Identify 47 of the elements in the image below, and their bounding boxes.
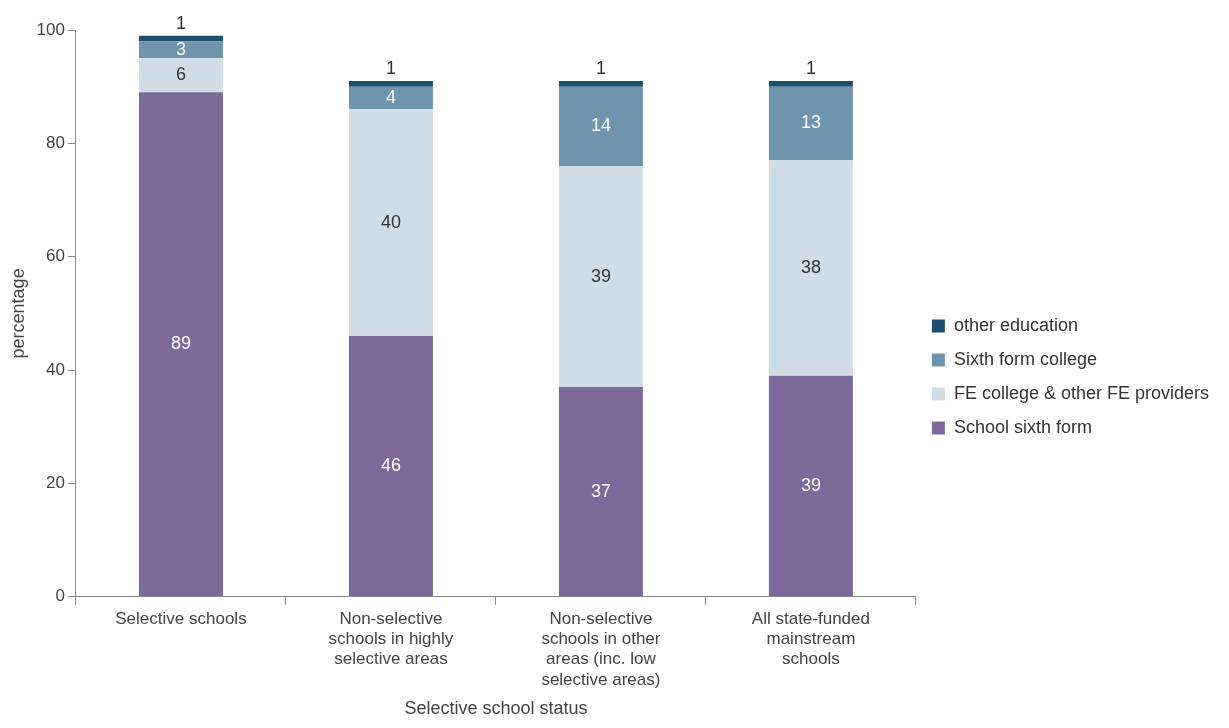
data-label: 46 [380,455,401,476]
data-label: 89 [170,333,191,354]
y-tick-label: 100 [36,19,65,39]
y-axis-title: percentage [7,268,28,359]
data-label: 39 [590,265,611,286]
bar [558,166,643,388]
bar [348,81,433,87]
legend-label: Sixth form college [953,348,1097,369]
y-tick-label: 20 [46,473,65,493]
x-axis-title: Selective school status [404,698,588,719]
data-label: 1 [595,57,606,78]
data-label: 13 [800,112,821,133]
data-label: 1 [805,57,816,78]
legend-label: other education [953,314,1078,335]
data-label: 4 [385,86,396,107]
data-label: 14 [590,115,611,136]
data-label: 40 [380,211,401,232]
bar [138,41,223,59]
data-label: 37 [590,480,611,501]
data-label: 6 [175,64,186,85]
bar [768,86,853,161]
data-label: 39 [800,474,821,495]
bar [348,336,433,597]
data-label: 1 [385,57,396,78]
y-tick-label: 40 [46,359,65,379]
x-tick-label: Non-selective schools in other areas (inc. low selective areas) [541,608,661,689]
bar [138,92,223,597]
legend-label: FE college & other FE providers [953,382,1210,403]
bar [768,375,853,597]
bar [768,81,853,87]
bar [558,86,643,167]
y-tick-label: 0 [55,586,65,606]
data-label: 1 [175,12,186,33]
legend-label: School sixth form [953,416,1092,437]
y-tick-label: 60 [46,246,65,266]
data-label: 38 [800,257,821,278]
x-tick-label: Non-selective schools in highly selective areas [328,608,454,669]
data-label: 3 [175,38,186,59]
bar [768,160,853,376]
x-tick-label: Selective schools [115,608,247,628]
y-tick-label: 80 [46,133,65,153]
x-tick-label: All state-funded mainstream schools [751,608,870,669]
bar [558,387,643,597]
bar [348,109,433,337]
bar [138,58,223,93]
bar [348,86,433,110]
bar [558,81,643,87]
